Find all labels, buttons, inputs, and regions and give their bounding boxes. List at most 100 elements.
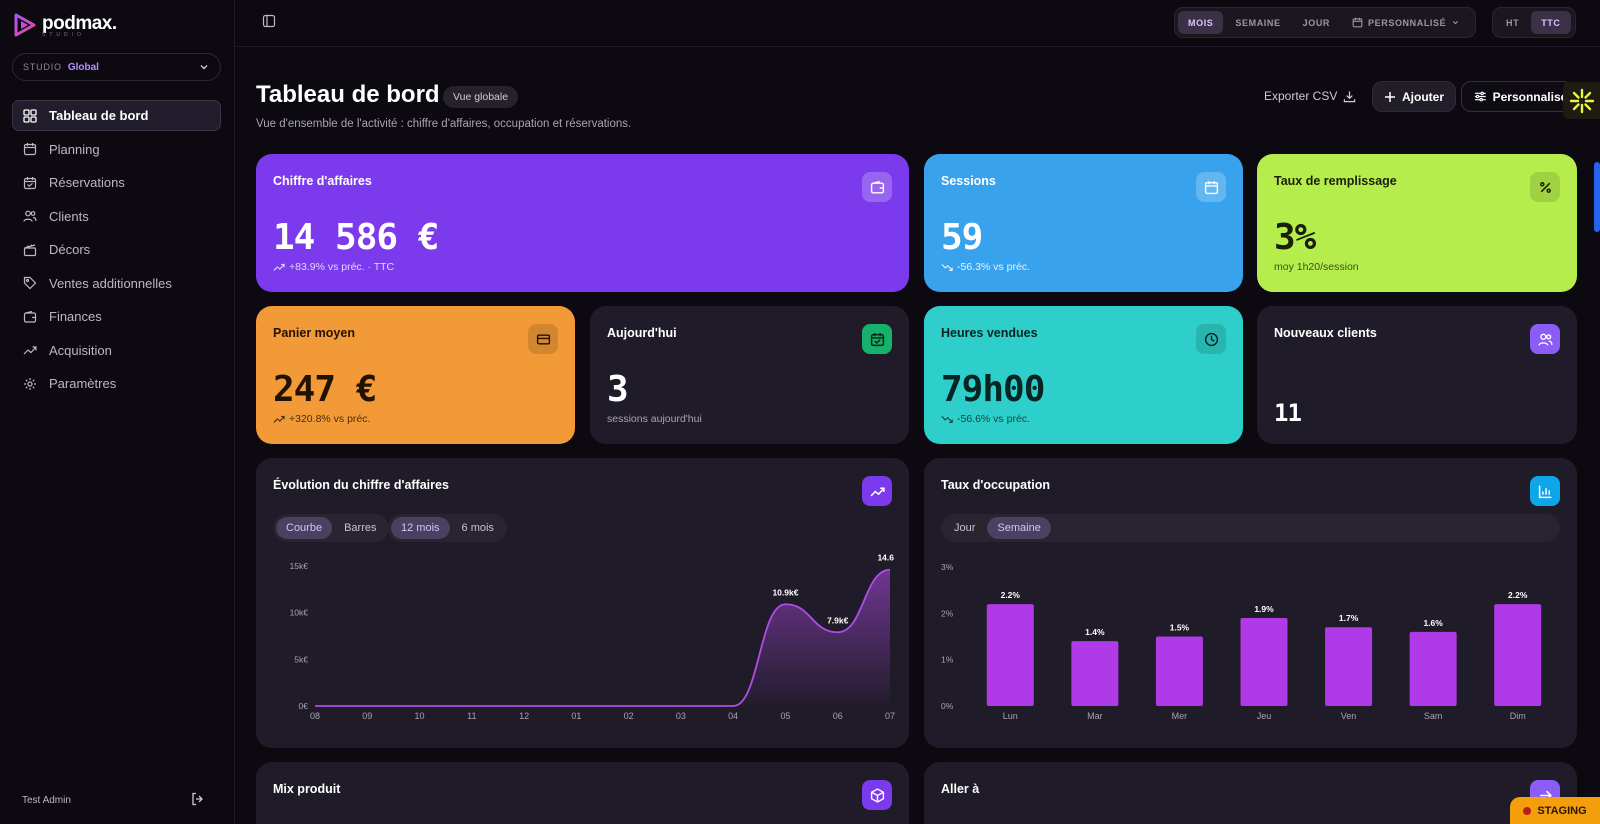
y-tick-label: 2% <box>941 608 954 618</box>
chevron-down-icon <box>200 65 208 70</box>
staging-label: STAGING <box>1537 804 1587 817</box>
logo[interactable]: podmax. studio <box>12 12 117 38</box>
calendar-icon <box>1352 17 1363 28</box>
sidebar-item-label: Tableau de bord <box>49 108 149 123</box>
bar-chart-icon[interactable] <box>1530 476 1560 506</box>
sidebar-item-decors[interactable]: Décors <box>12 234 221 265</box>
bar[interactable] <box>1494 604 1542 706</box>
tab-curve[interactable]: Courbe <box>276 517 333 539</box>
bar[interactable] <box>986 604 1034 706</box>
period-month[interactable]: MOIS <box>1178 11 1224 34</box>
tab-week[interactable]: Semaine <box>987 517 1051 539</box>
tab-bars[interactable]: Barres <box>344 522 377 534</box>
tax-ttc[interactable]: TTC <box>1531 11 1571 34</box>
sidebar-item-reservations[interactable]: Réservations <box>12 167 221 198</box>
y-tick-label: 10k€ <box>290 608 309 618</box>
revenue-chart-card: Évolution du chiffre d'affaires Courbe B… <box>256 458 909 748</box>
today-card[interactable]: Aujourd'hui 3 sessions aujourd'hui <box>590 306 909 444</box>
delta-text: +83.9% vs préc. · TTC <box>289 261 395 273</box>
topbar: MOIS SEMAINE JOUR PERSONNALISÉ HT TTC <box>236 0 1600 47</box>
customize-button[interactable]: Personnaliser <box>1461 81 1573 112</box>
sidebar-toggle-icon[interactable] <box>262 14 276 28</box>
data-label: 7.9k€ <box>827 615 849 625</box>
x-tick-label: Ven <box>1341 711 1357 721</box>
studio-value: Global <box>67 61 99 73</box>
tax-ht[interactable]: HT <box>1506 17 1520 28</box>
sidebar-item-dashboard[interactable]: Tableau de bord <box>12 100 221 131</box>
sidebar-item-settings[interactable]: Paramètres <box>12 368 221 399</box>
period-custom[interactable]: PERSONNALISÉ <box>1342 11 1470 34</box>
new-clients-card[interactable]: Nouveaux clients 11 <box>1257 306 1577 444</box>
scroll-indicator[interactable] <box>1594 162 1600 232</box>
sidebar-item-label: Planning <box>49 141 100 157</box>
card-title: Taux de remplissage <box>1274 174 1397 188</box>
goto-card: Aller à <box>924 762 1577 824</box>
bar[interactable] <box>1155 636 1203 707</box>
package-icon[interactable] <box>862 780 892 810</box>
x-tick-label: 10 <box>415 711 425 721</box>
sidebar-item-label: Réservations <box>49 175 125 190</box>
sidebar-item-upsells[interactable]: Ventes additionnelles <box>12 268 221 299</box>
occupancy-chart-card: Taux d'occupation Jour Semaine 0% 1% 2% 3% 2… <box>924 458 1577 748</box>
sessions-card[interactable]: Sessions 59 -56.3% vs préc. <box>924 154 1243 292</box>
period-selector: MOIS SEMAINE JOUR PERSONNALISÉ <box>1174 7 1476 38</box>
tab-6-months[interactable]: 6 mois <box>461 522 494 534</box>
y-tick-label: 15k€ <box>290 561 309 571</box>
chart-type-tabs: Courbe Barres <box>273 514 390 542</box>
sidebar-item-clients[interactable]: Clients <box>12 201 221 232</box>
calendar-icon <box>1196 172 1226 202</box>
sidebar-item-acquisition[interactable]: Acquisition <box>12 335 221 366</box>
x-tick-label: 12 <box>519 711 529 721</box>
sliders-icon <box>1474 91 1486 102</box>
x-tick-label: 08 <box>310 711 320 721</box>
tab-12-months[interactable]: 12 mois <box>391 517 450 539</box>
revenue-card[interactable]: Chiffre d'affaires 14 586 € +83.9% vs pr… <box>256 154 909 292</box>
users-icon <box>23 210 37 222</box>
y-tick-label: 1% <box>941 655 954 665</box>
basket-card[interactable]: Panier moyen 247 € +320.8% vs préc. <box>256 306 575 444</box>
bar[interactable] <box>1325 627 1373 706</box>
tag-icon <box>23 276 37 290</box>
trending-up-icon[interactable] <box>862 476 892 506</box>
data-label: 1.9% <box>1254 604 1274 614</box>
logo-icon <box>14 13 36 37</box>
calendar-check-icon <box>862 324 892 354</box>
logout-icon[interactable] <box>190 791 206 807</box>
card-title: Chiffre d'affaires <box>273 174 372 188</box>
today-sub: sessions aujourd'hui <box>607 413 702 425</box>
sparkle-icon <box>1569 88 1594 113</box>
x-tick-label: 02 <box>624 711 634 721</box>
sidebar-item-label: Paramètres <box>49 376 117 391</box>
sessions-delta: -56.3% vs préc. <box>941 261 1030 273</box>
bar[interactable] <box>1240 617 1288 706</box>
period-week[interactable]: SEMAINE <box>1235 17 1281 28</box>
tab-day[interactable]: Jour <box>954 522 976 534</box>
x-tick-label: 09 <box>362 711 372 721</box>
assistant-button[interactable] <box>1563 82 1600 119</box>
hours-card[interactable]: Heures vendues 79h00 -56.6% vs préc. <box>924 306 1243 444</box>
plus-icon <box>1385 91 1395 102</box>
studio-select[interactable]: STUDIO Global <box>12 53 221 81</box>
download-icon <box>1344 90 1356 102</box>
x-tick-label: 11 <box>467 711 476 721</box>
card-title: Panier moyen <box>273 326 355 340</box>
wallet-icon <box>862 172 892 202</box>
bar[interactable] <box>1071 641 1119 706</box>
export-label: Exporter CSV <box>1264 89 1338 103</box>
add-button[interactable]: Ajouter <box>1372 81 1456 112</box>
y-tick-label: 3% <box>941 562 954 572</box>
basket-value: 247 € <box>273 369 377 410</box>
sidebar-item-planning[interactable]: Planning <box>12 134 221 165</box>
period-custom-label: PERSONNALISÉ <box>1368 17 1447 28</box>
bar[interactable] <box>1409 631 1457 706</box>
x-tick-label: 01 <box>571 711 581 721</box>
status-dot <box>1523 806 1532 815</box>
sidebar-item-finances[interactable]: Finances <box>12 301 221 332</box>
period-day[interactable]: JOUR <box>1302 17 1331 28</box>
x-tick-label: Dim <box>1510 711 1526 721</box>
staging-badge: STAGING <box>1510 797 1600 824</box>
data-label: 1.4% <box>1085 627 1105 637</box>
export-csv-button[interactable]: Exporter CSV <box>1264 89 1356 103</box>
calendar-check-icon <box>23 176 37 189</box>
fill-rate-card[interactable]: Taux de remplissage 3% moy 1h20/session <box>1257 154 1577 292</box>
